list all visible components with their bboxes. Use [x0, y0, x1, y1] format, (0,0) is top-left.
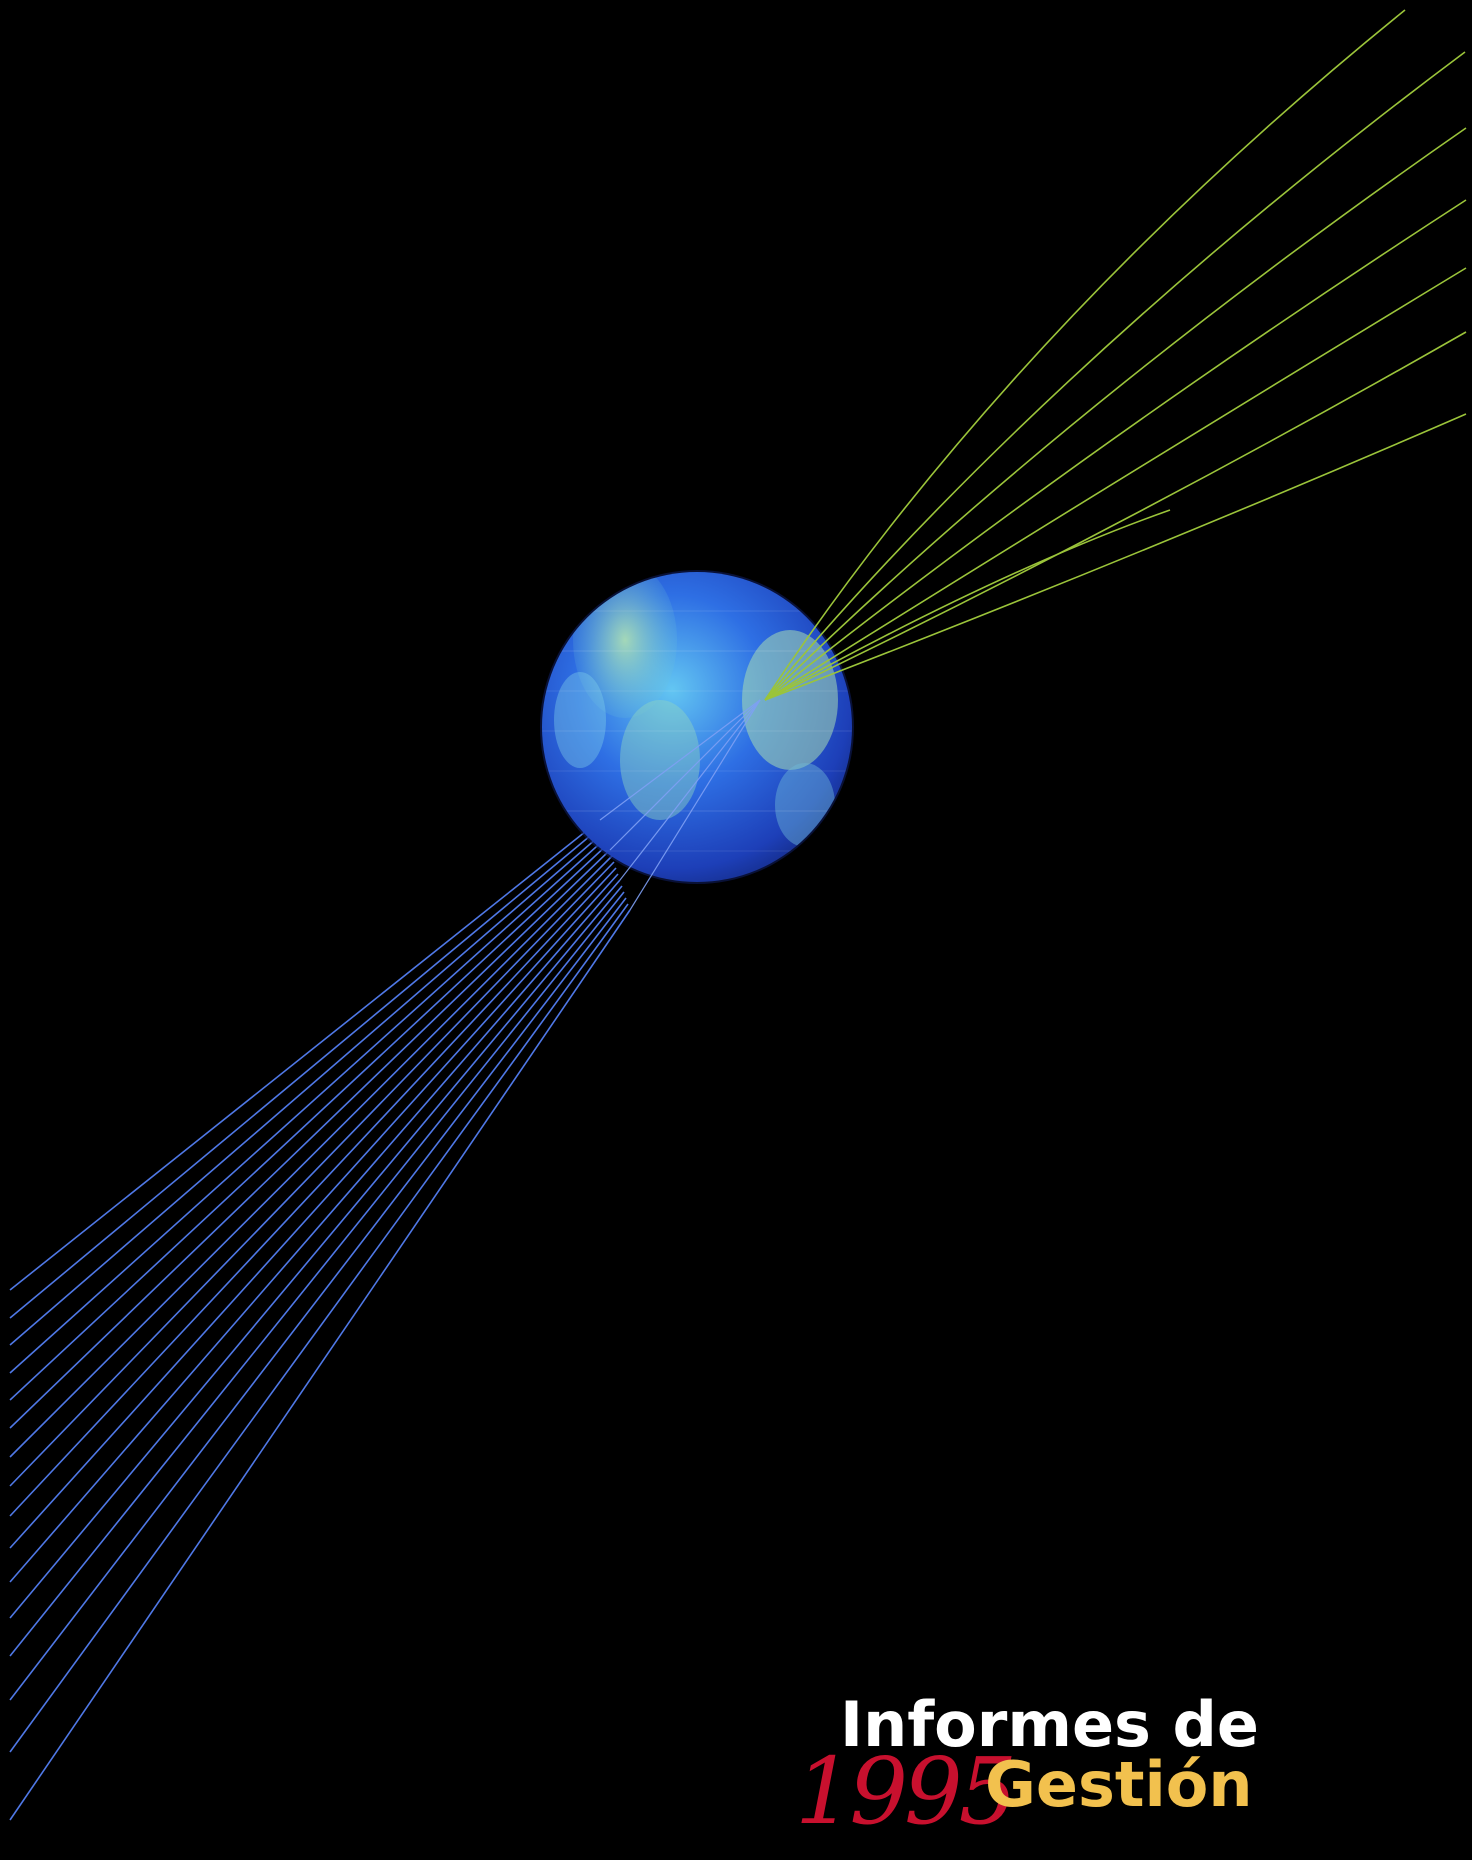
globe-icon [540, 570, 854, 911]
title-line-gestion: Gestión [985, 1748, 1253, 1821]
title-line-informes: Informes de [840, 1688, 1259, 1761]
cover-title: Informes de 1995 Gestión [795, 1688, 1315, 1845]
blue-light-beams [9, 819, 631, 1821]
title-year: 1995 [795, 1738, 1017, 1845]
green-light-beams [764, 9, 1467, 701]
